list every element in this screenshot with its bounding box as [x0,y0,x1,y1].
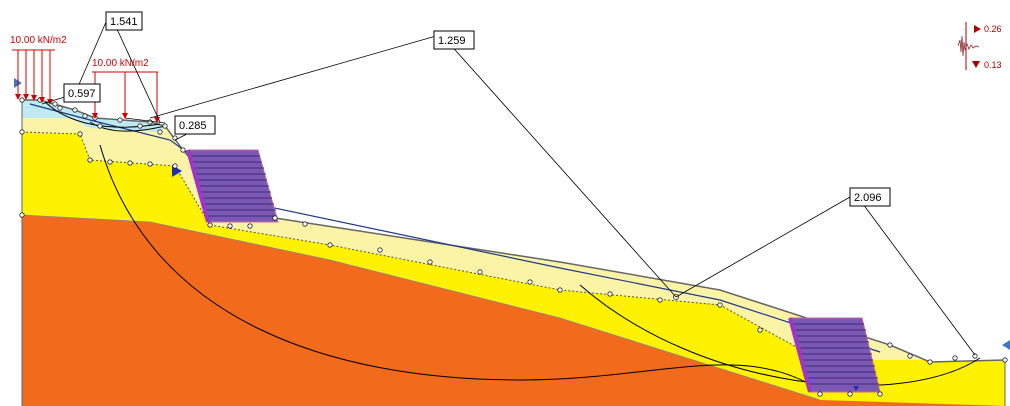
fs-value-3: 0.285 [179,120,207,132]
right-boundary-marker [1002,340,1010,350]
load-1-label: 10.00 kN/m2 [10,35,67,46]
retaining-wall-upper [186,149,279,223]
seismic-up-arrow-icon [974,25,981,33]
fs-box-1: 1.541 [105,11,143,31]
seismic-down-value: 0.13 [984,60,1002,70]
slip-surface-upper [44,101,161,128]
fs-value-1: 1.541 [110,16,138,28]
wall-upper-stripes [190,155,277,217]
slip-surface-lower [579,284,981,387]
load-2-label: 10.00 kN/m2 [92,58,149,69]
fs-box-5: 2.096 [849,187,891,207]
fs-value-5: 2.096 [854,192,882,204]
layer-orange-bedrock [22,215,1005,406]
wall-upper-face [186,149,210,223]
boundary-yellow-orange [21,214,821,401]
seismic-wave-icon [957,35,980,57]
fs-box-2: 0.597 [63,83,101,103]
seismic-indicator: 0.26 0.13 [957,22,1002,70]
retaining-wall-lower [788,317,881,393]
distributed-load-1: 10.00 kN/m2 [10,35,67,105]
slip-surface-small [89,121,166,132]
fs-value-2: 0.597 [68,88,96,100]
fs-leader-lines [41,21,976,356]
wall-lower-marker [853,386,859,391]
wall-lower-stripes [792,323,879,385]
seismic-up-value: 0.26 [984,24,1002,34]
seismic-down-arrow-icon [972,61,980,68]
wall-lower-face [788,317,812,393]
fs-box-3: 0.285 [174,115,216,135]
mesh-nodes [19,97,1008,397]
fs-box-4: 1.259 [433,30,475,50]
slip-surfaces [44,101,981,391]
distributed-load-2: 10.00 kN/m2 [92,58,160,123]
fs-value-4: 1.259 [438,35,466,47]
